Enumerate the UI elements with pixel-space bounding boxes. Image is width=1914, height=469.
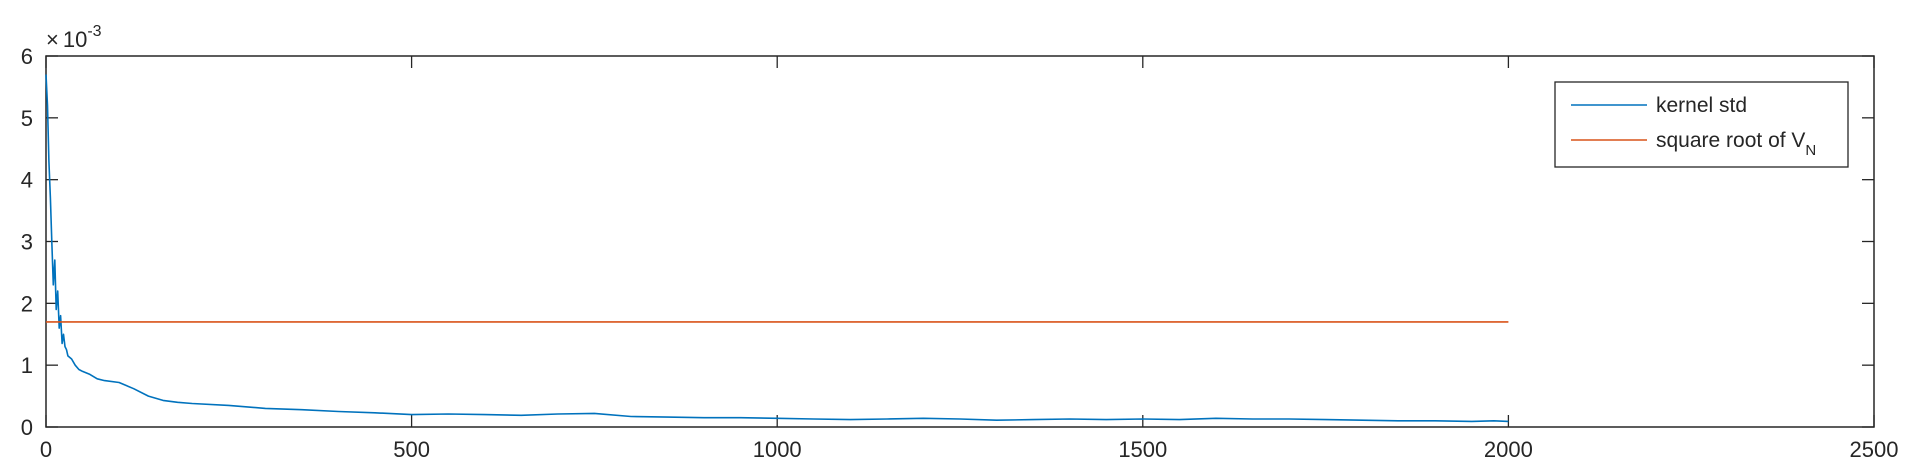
x-tick-label: 1500	[1118, 437, 1167, 462]
y-tick-label: 0	[21, 415, 33, 440]
y-tick-label: 6	[21, 44, 33, 69]
x-tick-label: 2500	[1850, 437, 1899, 462]
x-tick-labels: 0 500 1000 1500 2000 2500	[40, 437, 1899, 462]
series-line-kernel-std	[45, 74, 1509, 423]
legend: kernel std square root of VN	[1554, 81, 1849, 168]
legend-label-kernel-std: kernel std	[1656, 94, 1747, 117]
x-tick-label: 0	[40, 437, 52, 462]
y-tick-label: 5	[21, 106, 33, 131]
y-tick-label: 3	[21, 230, 33, 255]
x-tick-label: 1000	[753, 437, 802, 462]
y-tick-label: 4	[21, 168, 33, 193]
y-tick-labels: 0 1 2 3 4 5 6	[21, 44, 33, 440]
series-layer	[45, 74, 1509, 423]
legend-box	[1554, 81, 1849, 168]
x-tick-label: 500	[393, 437, 430, 462]
x-tick-label: 2000	[1484, 437, 1533, 462]
y-exponent-label: × 10-3	[46, 23, 102, 52]
y-tick-label: 1	[21, 353, 33, 378]
legend-label-square-root-of-vn: square root of VN	[1656, 129, 1816, 159]
y-tick-label: 2	[21, 291, 33, 316]
